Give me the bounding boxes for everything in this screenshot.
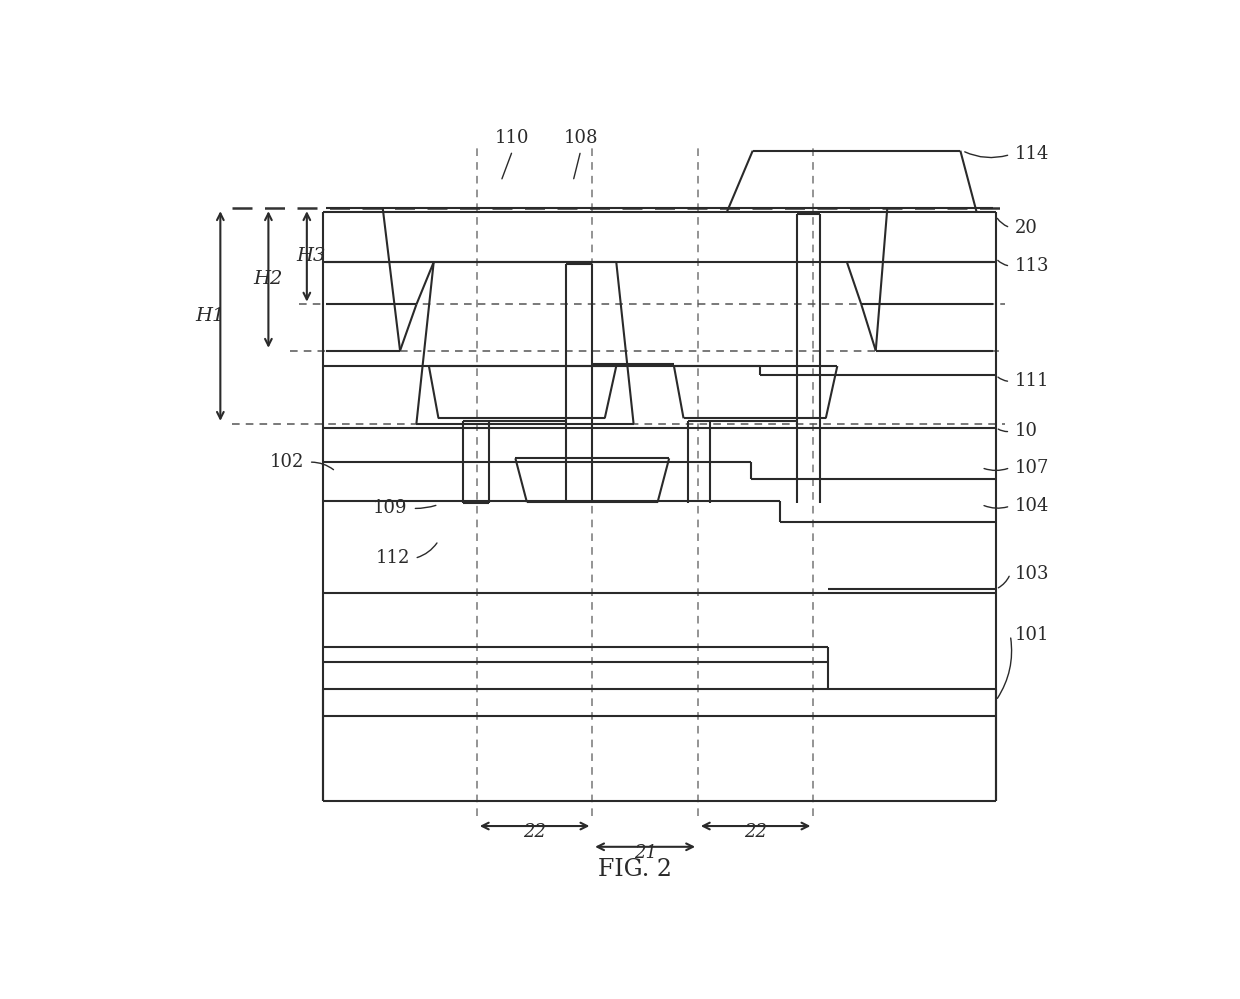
Text: H1: H1 <box>195 307 224 325</box>
Text: 10: 10 <box>1016 423 1038 441</box>
Text: 22: 22 <box>744 823 768 841</box>
Text: H2: H2 <box>254 271 283 289</box>
Text: 103: 103 <box>1016 564 1049 582</box>
Text: 109: 109 <box>373 500 408 517</box>
Text: 112: 112 <box>376 549 409 567</box>
Text: 114: 114 <box>1016 146 1049 164</box>
Text: 107: 107 <box>1016 459 1049 477</box>
Text: 102: 102 <box>269 454 304 472</box>
Text: 21: 21 <box>634 844 657 862</box>
Text: 110: 110 <box>495 129 529 147</box>
Text: 111: 111 <box>1016 373 1049 391</box>
Text: H3: H3 <box>296 248 325 266</box>
Text: 20: 20 <box>1016 219 1038 237</box>
Text: 113: 113 <box>1016 257 1049 275</box>
Text: 101: 101 <box>1016 626 1049 644</box>
Text: FIG. 2: FIG. 2 <box>599 858 672 881</box>
Text: 22: 22 <box>523 823 546 841</box>
Text: 108: 108 <box>563 129 598 147</box>
Text: 104: 104 <box>1016 498 1049 515</box>
